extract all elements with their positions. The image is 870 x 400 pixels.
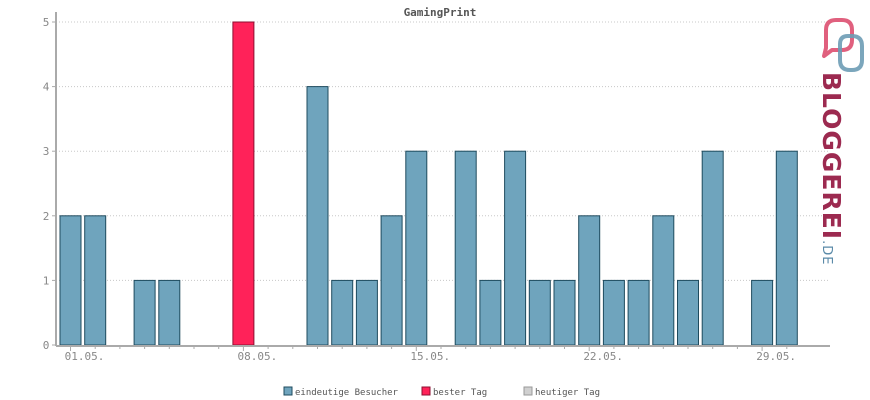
legend-label-1: bester Tag [433, 388, 487, 398]
bar-26.05. [677, 279, 699, 346]
bar-01.05. [59, 215, 82, 346]
legend-label-0: eindeutige Besucher [295, 388, 399, 398]
svg-text:BLOGGEREI.DE: BLOGGEREI.DE [817, 72, 846, 265]
bar-11.05. [306, 86, 329, 346]
x-tick-label-22.05.: 22.05. [583, 350, 623, 363]
bar-19.05. [504, 150, 527, 346]
axes [55, 12, 830, 347]
bar-22.05. [578, 215, 601, 346]
bloggerei-logo-mark-icon [822, 18, 864, 72]
grid-lines [56, 21, 830, 281]
bar-27.05. [701, 150, 724, 346]
legend-swatch-1 [421, 386, 431, 396]
x-tick-label-08.05.: 08.05. [238, 350, 278, 363]
legend: eindeutige Besucher bester Tag heutiger Ta… [283, 386, 600, 398]
y-axis-ticks: 0 1 2 3 4 5 [43, 16, 56, 352]
bar-17.05. [454, 150, 477, 346]
y-tick-label-3: 3 [43, 145, 50, 158]
legend-swatch-2 [523, 386, 533, 396]
bar-04.05. [133, 279, 156, 346]
x-tick-label-29.05.: 29.05. [756, 350, 796, 363]
y-tick-label-2: 2 [43, 210, 50, 223]
bar-29.05. [751, 279, 774, 346]
bar-25.05. [652, 215, 675, 346]
bar-05.05. [158, 279, 181, 346]
bar-14.05. [380, 215, 403, 346]
x-tick-label-01.05.: 01.05. [65, 350, 105, 363]
y-tick-label-5: 5 [43, 16, 50, 29]
bar-02.05. [84, 215, 107, 346]
x-axis-ticks: 01.05. 08.05. 15.05. 22.05. 29.05. [65, 346, 796, 363]
bars [59, 21, 798, 346]
legend-label-2: heutiger Tag [535, 388, 600, 398]
legend-swatch-0 [283, 386, 293, 396]
bar-24.05. [627, 279, 650, 346]
bar-08.05. [232, 21, 255, 346]
logo-tld: .DE [819, 240, 834, 265]
bar-23.05. [602, 279, 625, 346]
y-tick-label-1: 1 [43, 274, 50, 287]
bar-13.05. [355, 279, 378, 346]
bar-15.05. [405, 150, 428, 346]
bar-20.05. [528, 279, 551, 346]
bar-12.05. [331, 279, 354, 346]
y-tick-label-0: 0 [43, 339, 50, 352]
bar-18.05. [479, 279, 502, 346]
chart-title: GamingPrint [404, 6, 477, 19]
bar-21.05. [553, 279, 576, 346]
bloggerei-logo: BLOGGEREI.DE [817, 18, 864, 265]
bar-30.05. [775, 150, 798, 346]
x-tick-label-15.05.: 15.05. [410, 350, 450, 363]
logo-wordmark: BLOGGEREI [817, 72, 846, 240]
y-tick-label-4: 4 [43, 81, 50, 94]
